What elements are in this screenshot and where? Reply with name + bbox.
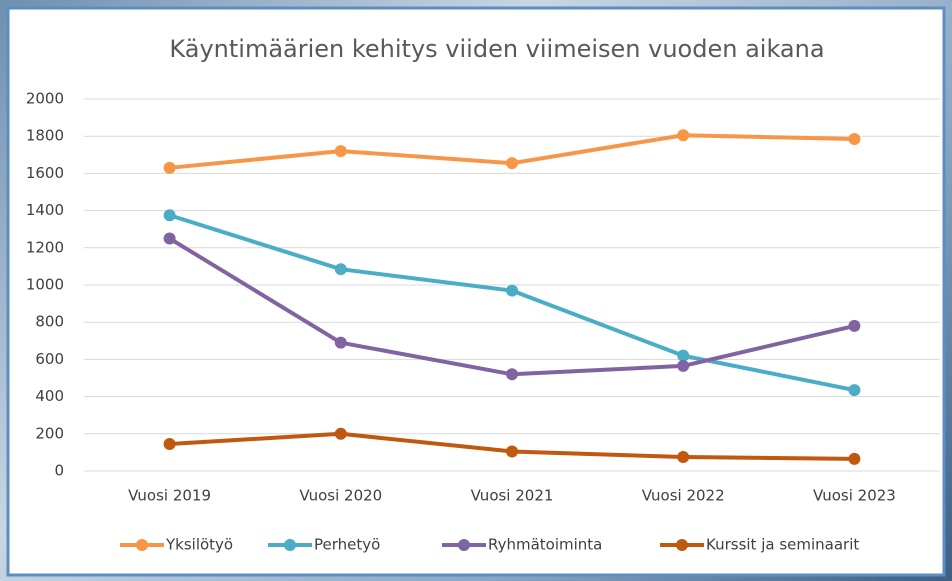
legend-label: Yksilötyö: [165, 536, 233, 554]
data-point: [848, 453, 860, 465]
x-tick-label: Vuosi 2022: [642, 487, 725, 505]
legend-marker: [284, 539, 296, 551]
y-tick-label: 600: [35, 350, 64, 368]
y-tick-label: 1200: [26, 238, 64, 256]
legend-label: Kurssit ja seminaarit: [706, 536, 859, 554]
y-tick-label: 400: [35, 387, 64, 405]
x-tick-label: Vuosi 2019: [128, 487, 211, 505]
y-tick-label: 200: [35, 424, 64, 442]
data-point: [506, 157, 518, 169]
data-point: [677, 451, 689, 463]
y-tick-label: 1800: [26, 127, 64, 145]
data-point: [848, 320, 860, 332]
data-point: [164, 233, 176, 245]
data-point: [335, 428, 347, 440]
data-point: [335, 263, 347, 275]
x-tick-label: Vuosi 2021: [471, 487, 554, 505]
data-point: [677, 129, 689, 141]
data-point: [164, 209, 176, 221]
legend-marker: [136, 539, 148, 551]
data-point: [506, 285, 518, 297]
y-tick-label: 1000: [26, 276, 64, 294]
data-point: [506, 368, 518, 380]
data-point: [848, 384, 860, 396]
x-tick-label: Vuosi 2023: [813, 487, 896, 505]
legend-marker: [676, 539, 688, 551]
y-tick-label: 0: [54, 462, 64, 480]
y-tick-label: 2000: [26, 90, 64, 108]
y-tick-label: 1400: [26, 201, 64, 219]
data-point: [164, 438, 176, 450]
data-point: [506, 445, 518, 457]
data-point: [335, 145, 347, 157]
x-tick-label: Vuosi 2020: [299, 487, 382, 505]
page: {"chart_data": {"type": "line", "title":…: [0, 0, 952, 581]
legend-label: Perhetyö: [314, 536, 380, 554]
chart: Käyntimäärien kehitys viiden viimeisen v…: [0, 0, 952, 581]
data-point: [848, 133, 860, 145]
data-point: [164, 162, 176, 174]
legend-label: Ryhmätoiminta: [488, 536, 602, 554]
data-point: [335, 337, 347, 349]
y-tick-label: 1600: [26, 164, 64, 182]
y-tick-label: 800: [35, 313, 64, 331]
chart-title: Käyntimäärien kehitys viiden viimeisen v…: [169, 35, 824, 63]
data-point: [677, 350, 689, 362]
legend-marker: [458, 539, 470, 551]
data-point: [677, 360, 689, 372]
